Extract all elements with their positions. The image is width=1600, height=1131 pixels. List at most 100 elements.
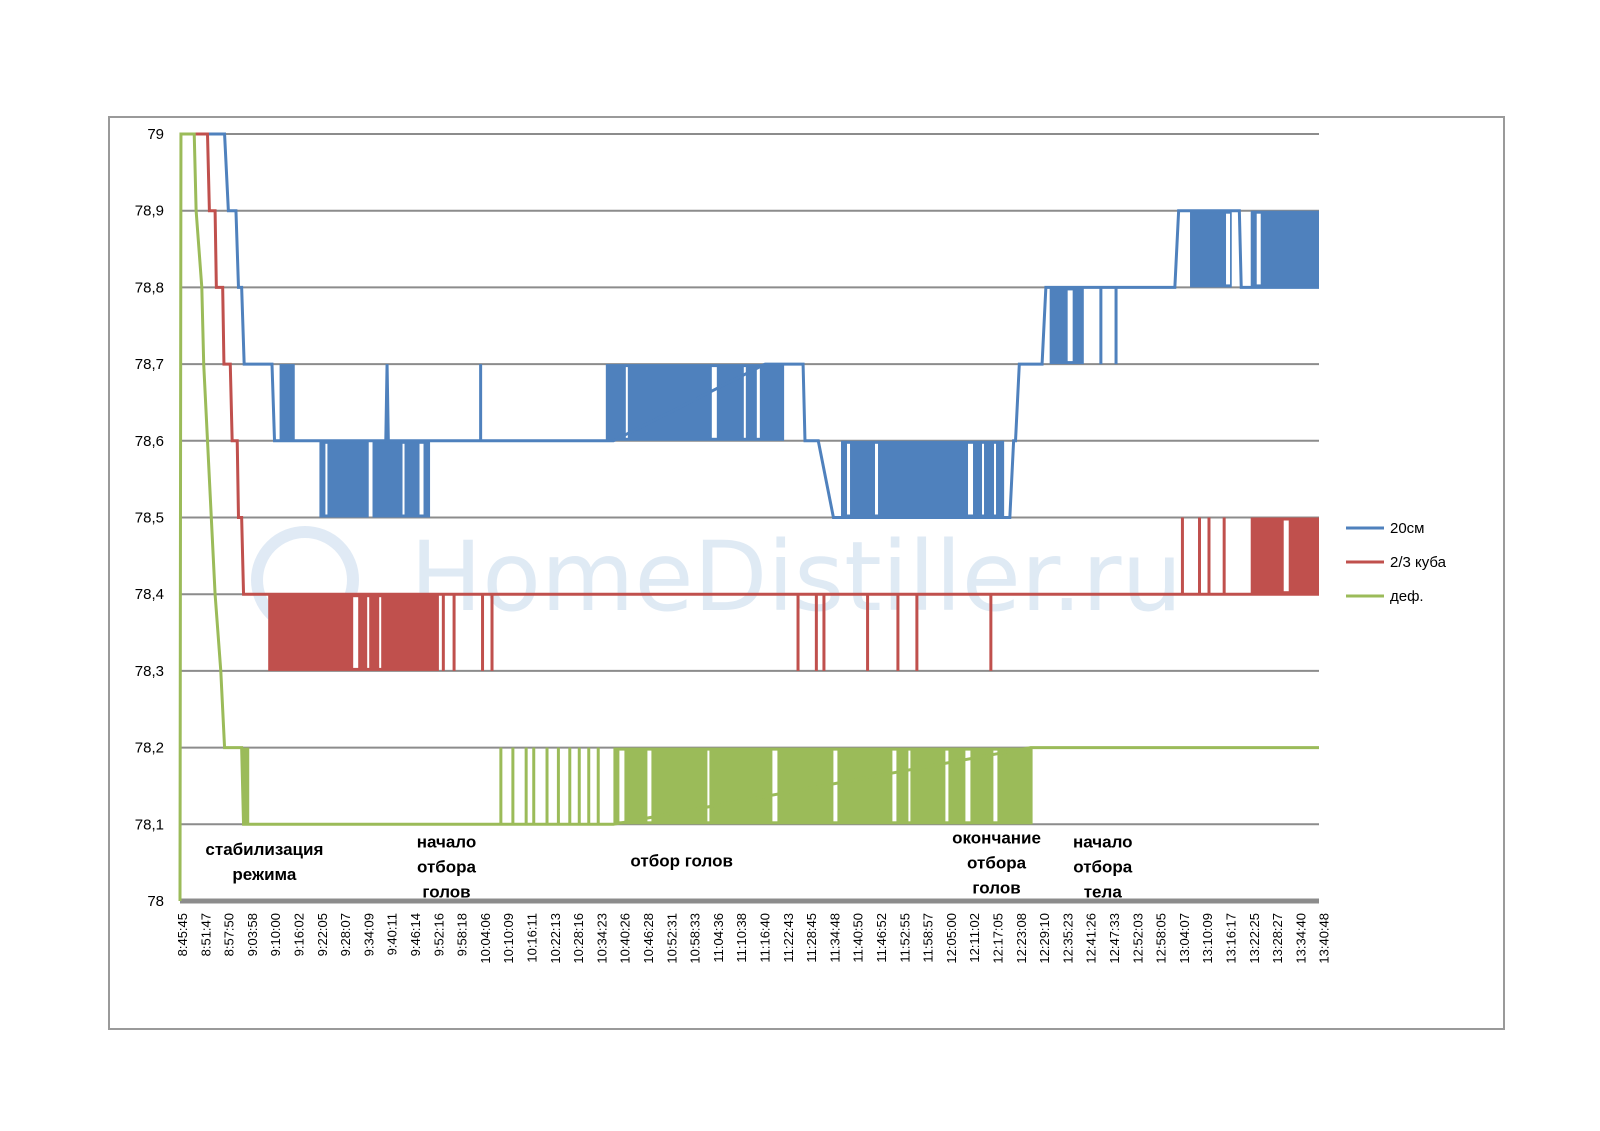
x-tick-label: 11:10:38 — [734, 913, 749, 963]
band-gap — [743, 367, 746, 438]
x-tick-label: 13:34:40 — [1293, 913, 1308, 964]
band-gap — [892, 750, 897, 822]
watermark-text: HomeDistiller.ru — [410, 521, 1182, 633]
y-tick-label: 78 — [147, 893, 164, 910]
x-tick-label: 12:23:08 — [1014, 913, 1029, 964]
series-0 — [180, 132, 1319, 519]
band-gap — [1226, 213, 1231, 285]
band-gap — [625, 367, 628, 438]
y-tick-label: 78,9 — [135, 203, 164, 220]
band-gap — [353, 597, 359, 668]
y-tick-label: 78,8 — [135, 279, 164, 296]
x-tick-label: 10:16:11 — [525, 913, 540, 963]
annotation-text: стабилизация — [205, 840, 323, 859]
band-gap — [994, 443, 997, 515]
x-tick-label: 9:22:05 — [315, 913, 330, 956]
band-gap — [908, 750, 911, 822]
y-tick-label: 78,5 — [135, 510, 164, 527]
x-tick-label: 9:34:09 — [361, 913, 376, 956]
x-tick-label: 12:35:23 — [1060, 913, 1075, 964]
band-gap — [1067, 290, 1073, 362]
band-gap — [993, 750, 998, 822]
x-tick-label: 11:40:50 — [851, 913, 866, 963]
x-tick-label: 12:29:10 — [1037, 913, 1052, 964]
series-1 — [180, 132, 1319, 671]
x-tick-label: 11:28:45 — [804, 913, 819, 963]
x-tick-label: 8:57:50 — [222, 913, 237, 956]
band-gap — [402, 443, 405, 515]
legend-label: 2/3 куба — [1390, 554, 1447, 571]
series-band — [279, 364, 295, 441]
band-gap — [419, 443, 424, 515]
x-tick-label: 10:10:09 — [501, 913, 516, 964]
x-tick-label: 13:40:48 — [1317, 913, 1332, 964]
x-tick-label: 9:46:14 — [408, 913, 423, 956]
x-tick-label: 9:40:11 — [385, 913, 400, 955]
x-tick-label: 10:58:33 — [688, 913, 703, 964]
series-line — [178, 132, 1319, 902]
x-tick-label: 10:34:23 — [594, 913, 609, 964]
band-gap — [325, 443, 328, 515]
x-tick-label: 11:16:40 — [758, 913, 773, 963]
x-tick-label: 10:46:28 — [641, 913, 656, 964]
annotation-text: отбора — [1073, 857, 1133, 876]
series-band — [1250, 210, 1319, 288]
x-tick-label: 9:10:00 — [268, 913, 283, 956]
y-tick-label: 78,6 — [135, 433, 164, 450]
band-gap — [367, 597, 370, 668]
x-tick-label: 12:52:03 — [1130, 913, 1145, 964]
series-band — [319, 440, 369, 518]
annotation-text: отбора — [417, 857, 477, 876]
x-tick-label: 12:58:05 — [1154, 913, 1169, 964]
annotation-text: голов — [422, 882, 470, 901]
x-tick-label: 10:28:16 — [571, 913, 586, 964]
x-tick-label: 9:16:02 — [292, 913, 307, 956]
x-tick-label: 10:52:31 — [664, 913, 679, 964]
x-tick-label: 13:10:09 — [1200, 913, 1215, 964]
x-tick-label: 12:05:00 — [944, 913, 959, 964]
annotation-text: голов — [972, 878, 1020, 897]
x-tick-label: 10:22:13 — [548, 913, 563, 964]
x-tick-label: 9:03:58 — [245, 913, 260, 956]
y-tick-label: 78,7 — [135, 356, 164, 373]
x-tick-label: 9:28:07 — [338, 913, 353, 956]
x-tick-label: 13:22:25 — [1247, 913, 1262, 964]
annotation-text: отбора — [967, 853, 1027, 872]
x-tick-label: 8:45:45 — [175, 913, 190, 956]
band-gap — [875, 443, 879, 515]
legend-label: деф. — [1390, 588, 1424, 605]
band-gap — [647, 750, 652, 822]
annotation-text: тела — [1084, 882, 1123, 901]
x-tick-label: 13:16:17 — [1224, 913, 1239, 964]
series-band — [841, 440, 1005, 518]
x-tick-label: 11:34:48 — [827, 913, 842, 963]
y-tick-label: 79 — [147, 126, 164, 143]
x-tick-label: 9:58:18 — [455, 913, 470, 956]
x-tick-label: 11:52:55 — [897, 913, 912, 963]
band-gap — [945, 750, 949, 822]
y-tick-label: 78,4 — [135, 586, 164, 603]
band-gap — [619, 750, 625, 822]
band-gap — [965, 750, 971, 822]
x-tick-label: 12:41:26 — [1084, 913, 1099, 964]
band-gap — [1256, 213, 1261, 285]
x-tick-label: 9:52:16 — [431, 913, 446, 956]
x-tick-label: 13:28:27 — [1270, 913, 1285, 964]
y-tick-label: 78,2 — [135, 740, 164, 757]
series-line — [180, 132, 1319, 596]
series-band — [1049, 287, 1084, 365]
annotation-text: начало — [417, 832, 477, 851]
x-tick-label: 10:40:26 — [618, 913, 633, 964]
band-gap — [833, 750, 838, 822]
series-band — [242, 747, 250, 825]
x-tick-label: 11:46:52 — [874, 913, 889, 963]
annotation-text: режима — [232, 865, 296, 884]
x-tick-label: 12:47:33 — [1107, 913, 1122, 964]
legend-label: 20см — [1390, 520, 1425, 537]
band-gap — [711, 367, 717, 438]
band-gap — [1283, 520, 1289, 592]
series-2 — [178, 132, 1319, 902]
x-tick-label: 10:04:06 — [478, 913, 493, 964]
series-band — [1190, 210, 1232, 288]
band-gap — [772, 750, 778, 822]
